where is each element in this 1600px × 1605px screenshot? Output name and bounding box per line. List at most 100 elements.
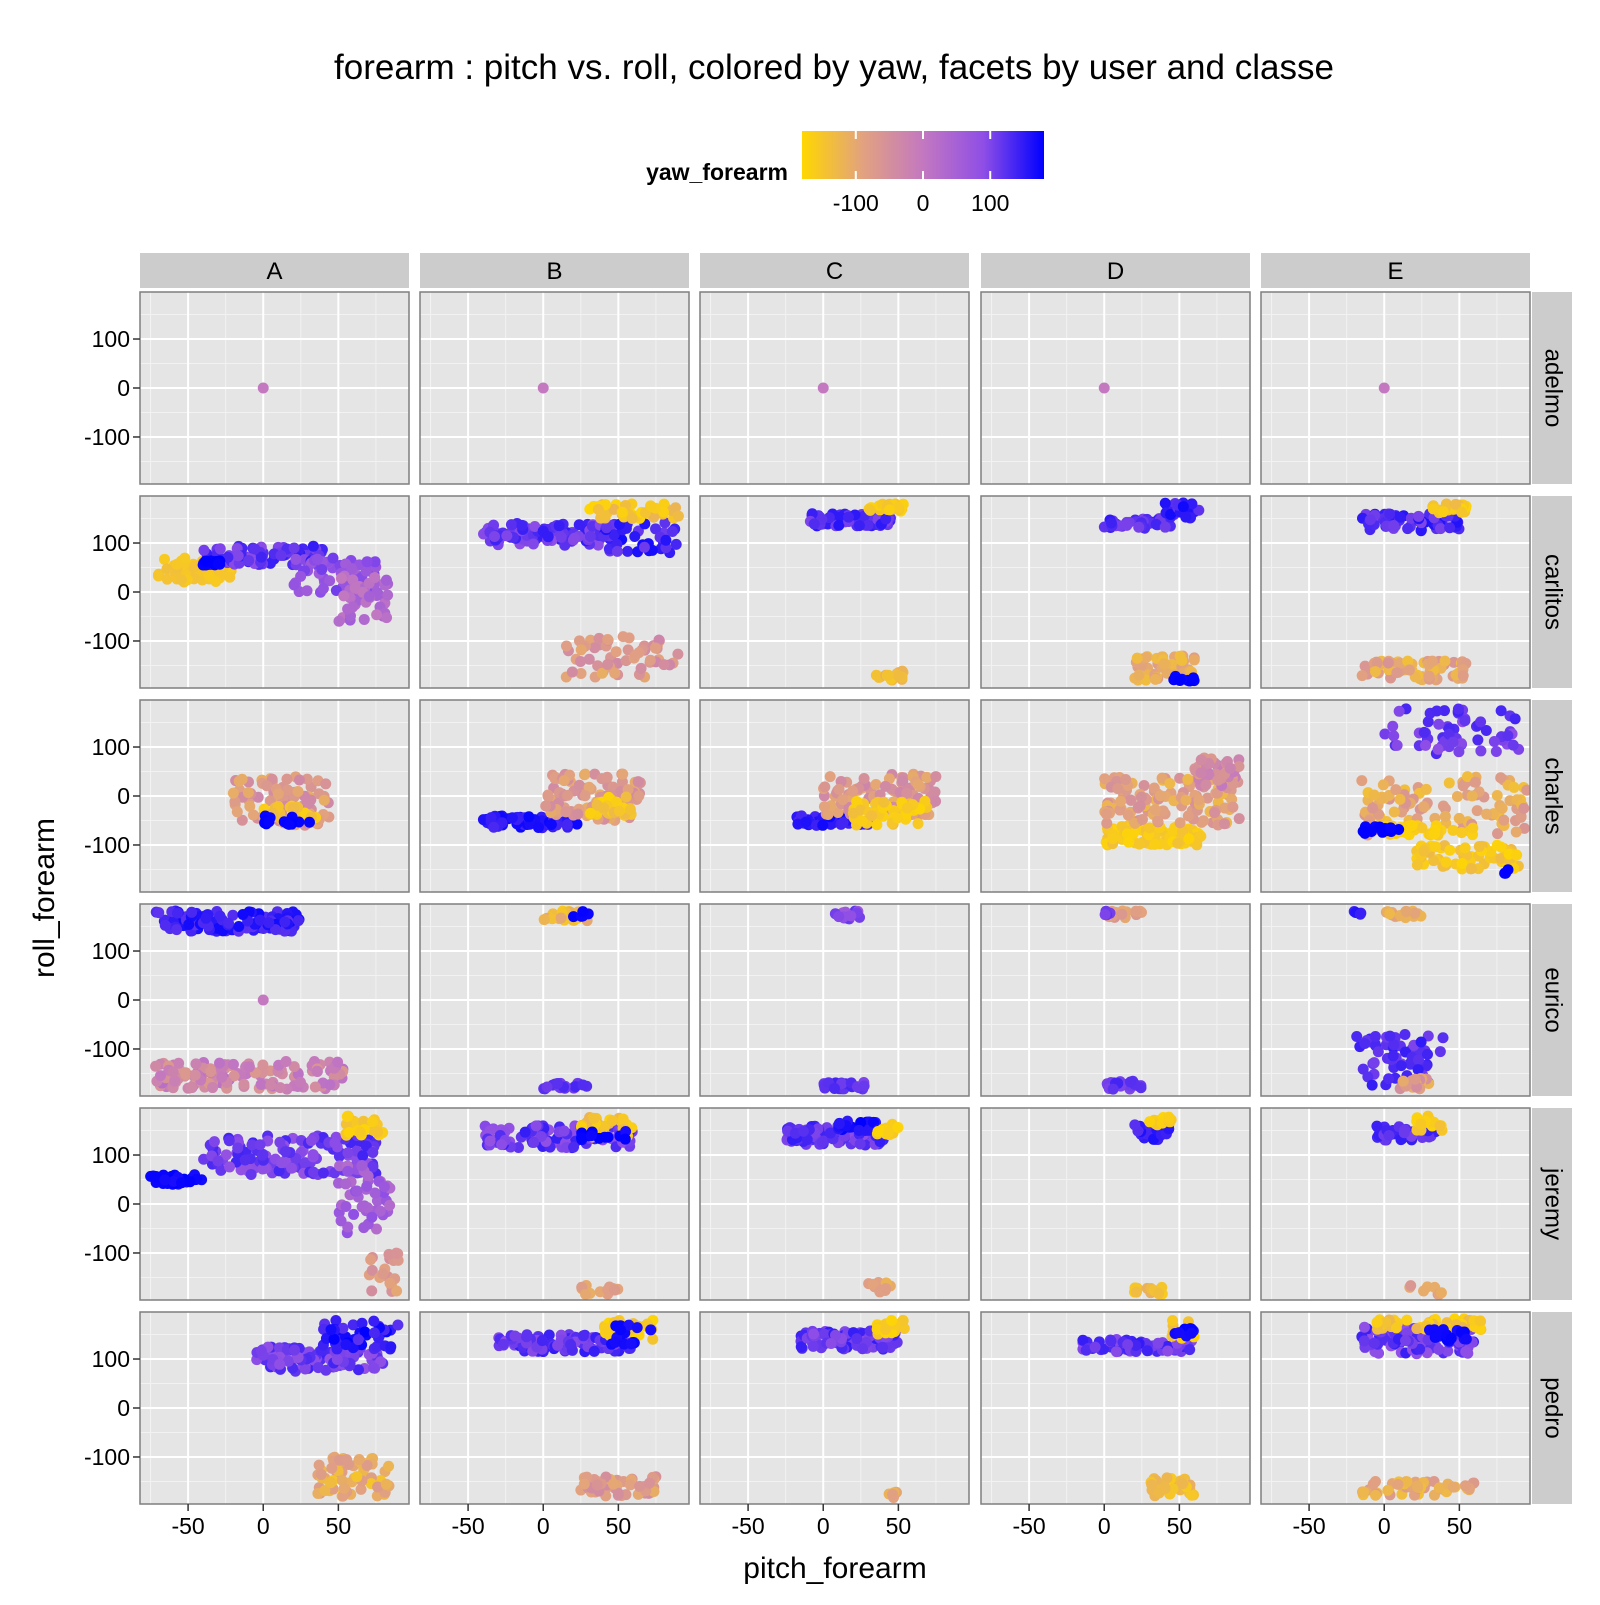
- facet-panel: [419, 495, 690, 689]
- data-point: [614, 1324, 626, 1336]
- data-point: [880, 513, 892, 525]
- data-point: [1187, 672, 1199, 684]
- data-point: [609, 1284, 621, 1296]
- data-point: [1089, 1341, 1101, 1353]
- data-point: [228, 1070, 240, 1082]
- data-point: [1219, 802, 1231, 814]
- data-point: [1125, 794, 1137, 806]
- data-point: [1388, 806, 1400, 818]
- data-point: [930, 771, 942, 783]
- data-point: [212, 922, 224, 934]
- data-point: [577, 1330, 589, 1342]
- data-point: [606, 1115, 618, 1127]
- facet-panel: [1260, 291, 1531, 485]
- data-point: [384, 1277, 396, 1289]
- data-point: [608, 529, 620, 541]
- data-point: [568, 532, 580, 544]
- data-point: [356, 1201, 368, 1213]
- data-point: [347, 1319, 359, 1331]
- data-point: [1450, 498, 1462, 510]
- y-tick-label: 0: [117, 1395, 130, 1421]
- data-point: [1451, 790, 1463, 802]
- facet-panel: [699, 495, 970, 689]
- data-point: [552, 1339, 564, 1351]
- data-point: [371, 1341, 383, 1353]
- data-point: [1400, 1335, 1412, 1347]
- data-point: [829, 1329, 841, 1341]
- data-point: [858, 773, 870, 785]
- data-point: [368, 1362, 380, 1374]
- data-point: [1402, 523, 1414, 535]
- data-point: [1101, 817, 1113, 829]
- data-point: [1459, 842, 1471, 854]
- data-point: [1433, 1343, 1445, 1355]
- data-point: [629, 649, 641, 661]
- data-point: [1412, 1064, 1424, 1076]
- data-point: [609, 1336, 621, 1348]
- data-point: [263, 816, 275, 828]
- data-point: [611, 545, 623, 557]
- data-point: [1378, 382, 1390, 394]
- data-point: [1107, 833, 1119, 845]
- data-point: [583, 781, 595, 793]
- data-point: [622, 545, 634, 557]
- data-point: [1138, 779, 1150, 791]
- data-point: [1153, 1487, 1165, 1499]
- data-point: [171, 907, 183, 919]
- x-tick-label: -50: [451, 1513, 484, 1539]
- data-point: [1508, 781, 1520, 793]
- data-point: [1130, 1339, 1142, 1351]
- data-point: [1098, 382, 1110, 394]
- data-point: [1490, 745, 1502, 757]
- facet-panel: [139, 495, 410, 689]
- facet-strip-row: [1532, 904, 1572, 1096]
- data-point: [901, 802, 913, 814]
- data-point: [288, 1061, 300, 1073]
- data-point: [279, 1146, 291, 1158]
- panel-border: [1260, 495, 1531, 689]
- data-point: [281, 773, 293, 785]
- data-point: [1434, 1046, 1446, 1058]
- data-point: [1110, 1346, 1122, 1358]
- data-point: [1358, 1335, 1370, 1347]
- facet-panel: [139, 1107, 410, 1301]
- panel-border: [1260, 291, 1531, 485]
- data-point: [1460, 1333, 1472, 1345]
- data-point: [1415, 1036, 1427, 1048]
- data-point: [1472, 734, 1484, 746]
- data-point: [530, 1120, 542, 1132]
- data-point: [919, 795, 931, 807]
- data-point: [1351, 1031, 1363, 1043]
- data-point: [294, 1076, 306, 1088]
- facet-panel: [419, 291, 690, 485]
- facet-panel: [699, 291, 970, 485]
- data-point: [150, 1060, 162, 1072]
- data-point: [818, 801, 830, 813]
- data-point: [537, 382, 549, 394]
- facet-panel: [1260, 903, 1531, 1097]
- data-point: [227, 787, 239, 799]
- data-point: [1475, 716, 1487, 728]
- data-point: [921, 771, 933, 783]
- facet-panel: [980, 495, 1251, 689]
- data-point: [1177, 826, 1189, 838]
- facet-label-row: jeremy: [1540, 1167, 1567, 1240]
- data-point: [382, 589, 394, 601]
- facet-strip-col: [1261, 253, 1530, 288]
- data-point: [867, 1278, 879, 1290]
- data-point: [1510, 826, 1522, 838]
- data-point: [851, 796, 863, 808]
- data-point: [1149, 838, 1161, 850]
- data-point: [152, 570, 164, 582]
- data-point: [343, 1127, 355, 1139]
- data-point: [658, 659, 670, 671]
- data-point: [341, 1454, 353, 1466]
- data-point: [238, 1078, 250, 1090]
- data-point: [1379, 728, 1391, 740]
- data-point: [358, 613, 370, 625]
- data-point: [1440, 856, 1452, 868]
- data-point: [171, 924, 183, 936]
- data-point: [602, 658, 614, 670]
- data-point: [484, 1135, 496, 1147]
- data-point: [1447, 824, 1459, 836]
